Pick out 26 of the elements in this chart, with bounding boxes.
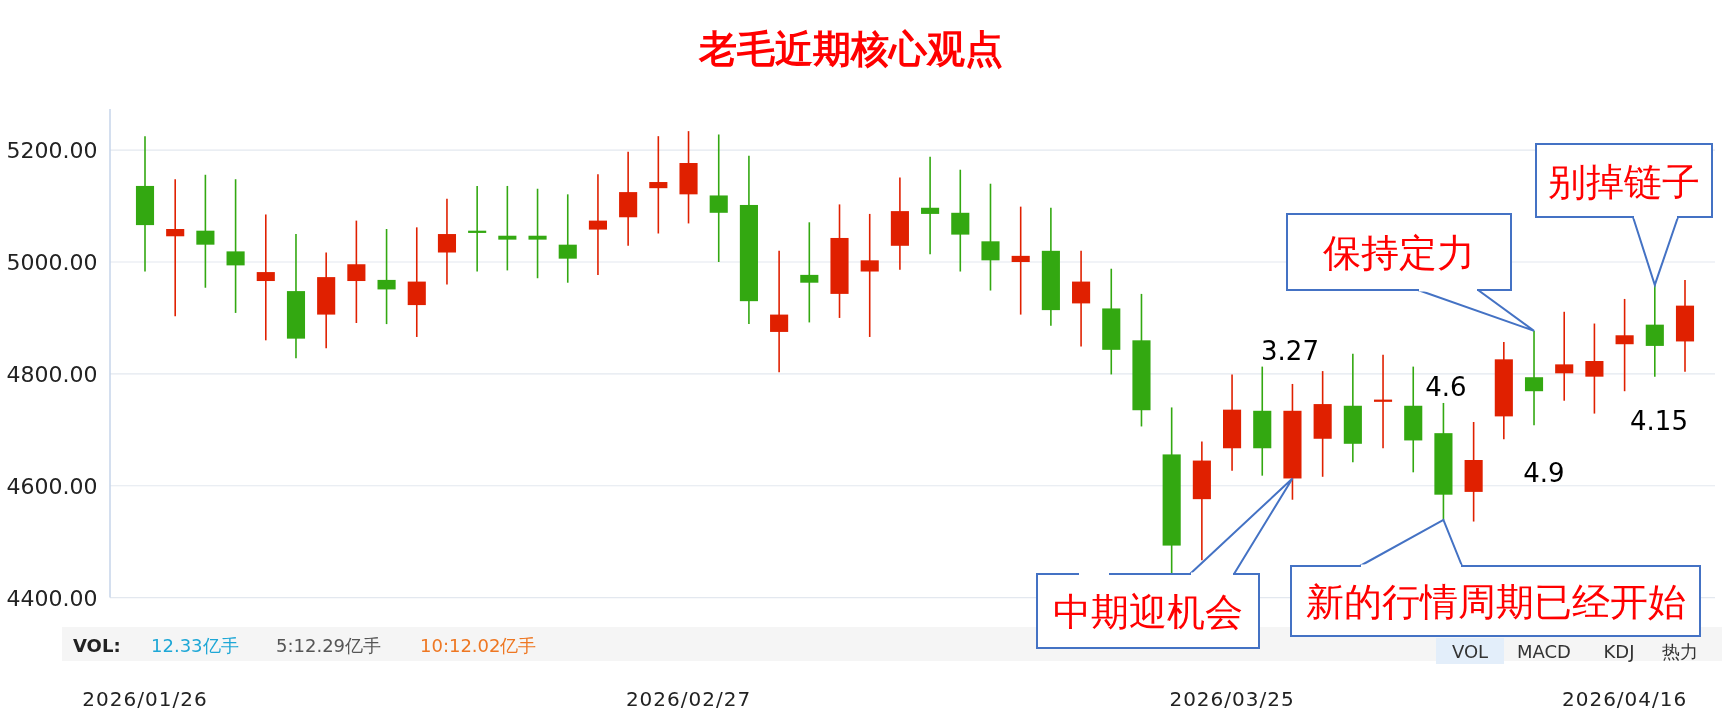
- annotation: 4.15: [1630, 406, 1688, 436]
- y-tick-label: 4600.00: [6, 473, 98, 499]
- annotation: 别掉链子: [1548, 159, 1700, 204]
- annotation: 新的行情周期已经开始: [1305, 580, 1686, 624]
- annotation: 3.27: [1261, 336, 1319, 366]
- annotation: 4.6: [1425, 372, 1467, 402]
- text: MACD: [1517, 641, 1571, 662]
- text: 热力: [1662, 641, 1698, 662]
- x-tick-label: 2026/04/16: [1561, 687, 1688, 711]
- y-tick-label: 5200.00: [6, 138, 98, 164]
- annotation: 中期迎机会: [1053, 590, 1243, 634]
- x-tick-label: 2026/03/25: [1169, 687, 1295, 711]
- text: KDJ: [1603, 641, 1635, 662]
- x-tick-label: 2026/02/27: [625, 687, 752, 711]
- text: 12.33亿手: [151, 635, 239, 656]
- y-tick-label: 4800.00: [6, 361, 98, 387]
- text: VOL:: [73, 635, 121, 656]
- x-tick-label: 2026/01/26: [82, 687, 208, 711]
- annotation: 保持定力: [1323, 231, 1475, 275]
- chart-title: 老毛近期核心观点: [698, 27, 1003, 71]
- text: 5:12.29亿手: [276, 635, 382, 656]
- y-tick-label: 5000.00: [6, 250, 98, 276]
- annotation: 4.9: [1523, 458, 1565, 488]
- y-tick-label: 4400.00: [6, 585, 98, 611]
- text: 10:12.02亿手: [420, 635, 537, 656]
- text: VOL: [1451, 641, 1489, 662]
